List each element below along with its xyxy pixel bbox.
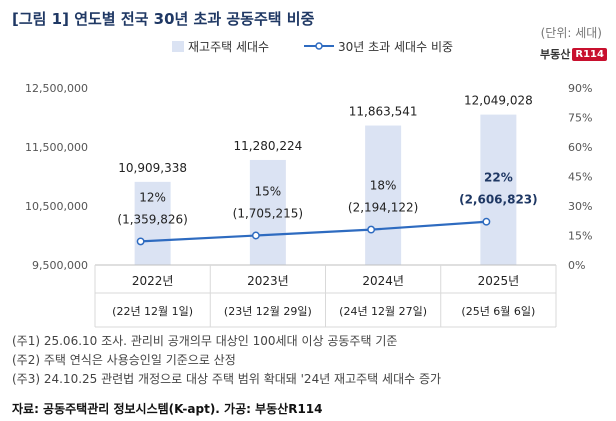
right-axis-tick: 60% (568, 141, 592, 154)
bar-value-label: 11,280,224 (234, 139, 303, 153)
bar-value-label: 11,863,541 (349, 105, 418, 119)
legend-bar-swatch (172, 41, 184, 52)
footnote-1: (주1) 25.06.10 조사. 관리비 공개의무 대상인 100세대 이상 … (12, 334, 398, 348)
bar-value-label: 10,909,338 (118, 161, 187, 175)
bar-value-label: 12,049,028 (464, 94, 533, 108)
share-count-label: (2,606,823) (459, 193, 538, 207)
share-count-label: (1,359,826) (117, 212, 187, 226)
share-point (482, 217, 491, 226)
share-percent-label: 22% (484, 171, 513, 185)
chart-title: [그림 1] 연도별 전국 30년 초과 공동주택 비중 (12, 10, 315, 28)
share-percent-label: 18% (370, 179, 397, 193)
share-point (251, 231, 260, 240)
x-subcategory-label: (23년 12월 29일) (224, 304, 312, 318)
bar-stock-households (365, 125, 402, 265)
left-axis-tick: 12,500,000 (25, 82, 88, 95)
right-axis-tick: 0% (568, 259, 585, 272)
share-count-label: (2,194,122) (348, 201, 418, 215)
brand-logo: 부동산 R114 (540, 46, 607, 62)
share-percent-label: 12% (139, 190, 166, 204)
right-axis-tick: 90% (568, 82, 592, 95)
bar-stock-households (134, 181, 171, 265)
x-subcategory-label: (24년 12월 27일) (339, 304, 427, 318)
legend-bar-label: 재고주택 세대수 (188, 40, 269, 54)
right-axis-tick: 15% (568, 230, 592, 243)
left-axis-tick: 11,500,000 (25, 141, 88, 154)
x-subcategory-label: (25년 6월 6일) (461, 304, 535, 318)
footnote-2: (주2) 주택 연식은 사용승인일 기준으로 산정 (12, 353, 236, 367)
logo-badge: R114 (572, 47, 607, 61)
bar-stock-households (249, 159, 286, 265)
footnote-3: (주3) 24.10.25 관련법 개정으로 대상 주택 범위 확대돼 '24년… (12, 372, 442, 386)
share-point (367, 225, 376, 234)
right-axis-tick: 45% (568, 171, 592, 184)
chart-area: 재고주택 세대수 30년 초과 세대수 비중 9,500,000 10,500,000… (25, 40, 592, 328)
share-point (136, 237, 145, 246)
right-axis-tick: 30% (568, 200, 592, 213)
unit-label: (단위: 세대) (540, 26, 602, 40)
x-subcategory-label: (22년 12월 1일) (112, 304, 193, 318)
legend-line-label: 30년 초과 세대수 비중 (338, 40, 453, 54)
x-category-label: 2023년 (247, 274, 289, 288)
left-axis-tick: 9,500,000 (32, 259, 88, 272)
source-note: 자료: 공동주택관리 정보시스템(K-apt). 가공: 부동산R114 (12, 402, 323, 416)
share-count-label: (1,705,215) (233, 207, 303, 221)
footnotes: (주1) 25.06.10 조사. 관리비 공개의무 대상인 100세대 이상 … (12, 332, 441, 389)
legend-line-marker (315, 42, 323, 50)
share-line (140, 220, 487, 243)
right-axis-tick: 75% (568, 112, 592, 125)
share-percent-label: 15% (255, 185, 282, 199)
logo-text: 부동산 (540, 48, 571, 61)
x-category-label: 2025년 (478, 274, 520, 288)
x-category-label: 2022년 (132, 274, 174, 288)
bar-stock-households (480, 114, 517, 265)
left-axis-tick: 10,500,000 (25, 200, 88, 213)
x-category-label: 2024년 (362, 274, 404, 288)
